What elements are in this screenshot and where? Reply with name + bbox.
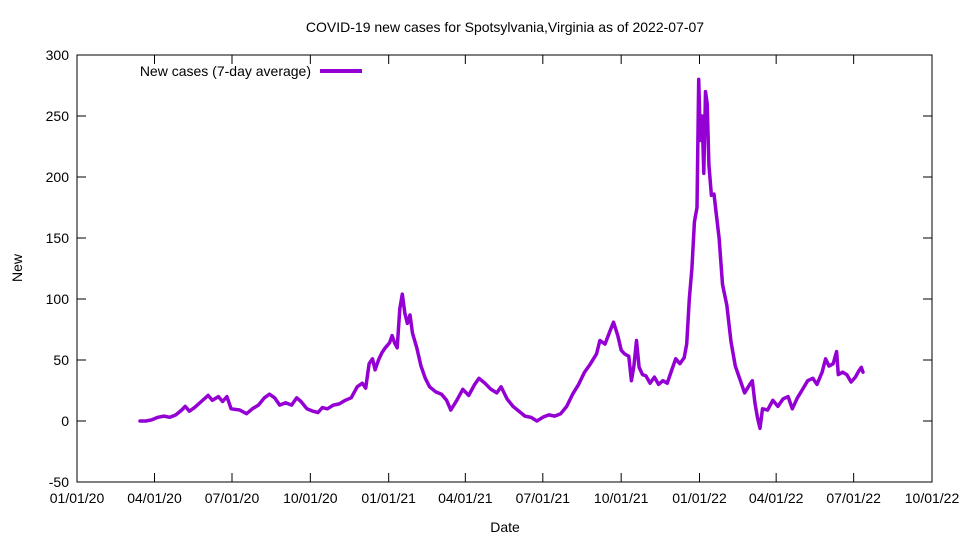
x-tick-label: 01/01/20 [50, 490, 105, 506]
x-tick-label: 07/01/20 [205, 490, 260, 506]
y-tick-label: 0 [61, 413, 69, 429]
legend-label: New cases (7-day average) [140, 63, 311, 79]
y-tick-label: 250 [46, 108, 70, 124]
y-axis-label: New [9, 253, 25, 282]
x-tick-label: 01/01/22 [672, 490, 727, 506]
y-tick-label: 200 [46, 169, 70, 185]
x-tick-label: 01/01/21 [361, 490, 416, 506]
series-layer [138, 77, 865, 431]
x-tick-label: 10/01/22 [905, 490, 960, 506]
y-tick-label: 50 [53, 352, 69, 368]
x-tick-label: 10/01/20 [283, 490, 338, 506]
x-tick-label: 10/01/21 [594, 490, 649, 506]
x-tick-label: 04/01/20 [127, 490, 182, 506]
series-line-new-cases [138, 77, 865, 431]
y-tick-label: 300 [46, 47, 70, 63]
y-tick-label: 100 [46, 291, 70, 307]
x-tick-label: 04/01/22 [749, 490, 804, 506]
plot-frame [76, 54, 933, 483]
y-axis-ticks: -50 0 50 100 150 200 250 300 [46, 47, 932, 490]
chart-title: COVID-19 new cases for Spotsylvania,Virg… [306, 19, 704, 35]
x-tick-label: 07/01/21 [516, 490, 571, 506]
x-tick-label: 07/01/22 [826, 490, 881, 506]
x-axis-ticks: 01/01/20 04/01/20 07/01/20 10/01/20 01/01/21… [50, 55, 960, 506]
x-tick-label: 04/01/21 [438, 490, 493, 506]
legend: New cases (7-day average) [140, 63, 362, 79]
y-tick-label: 150 [46, 230, 70, 246]
x-axis-label: Date [490, 519, 520, 535]
y-tick-label: -50 [49, 474, 69, 490]
